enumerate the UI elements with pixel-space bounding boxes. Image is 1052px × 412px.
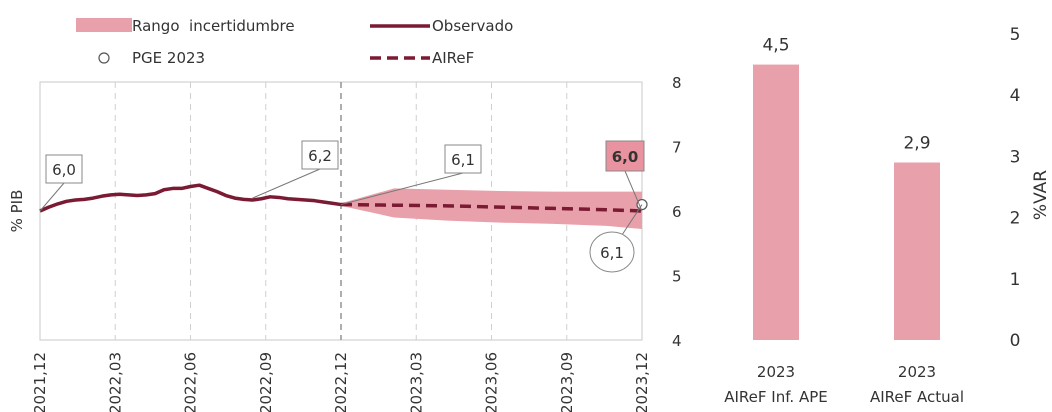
annotation-box bbox=[605, 140, 645, 172]
x-tick-label: 2023,06 bbox=[483, 352, 501, 412]
y-tick-label: 5 bbox=[672, 268, 682, 286]
x-tick-label: 2021,12 bbox=[31, 352, 49, 412]
bar-y-tick-label: 2 bbox=[1010, 209, 1021, 229]
legend-pge-marker bbox=[98, 52, 110, 64]
x-tick-label: 2023,03 bbox=[407, 352, 425, 412]
y-tick-labels: 4 5 6 7 8 bbox=[672, 74, 682, 350]
bars: 4,5 2,9 bbox=[753, 36, 940, 340]
x-tick-label: 2022,06 bbox=[182, 352, 200, 412]
annotation-leader bbox=[252, 168, 321, 199]
bar-value-label: 2,9 bbox=[903, 134, 930, 154]
bar-y-tick-label: 4 bbox=[1010, 86, 1021, 106]
annotation-label: 6,1 bbox=[451, 151, 475, 169]
annotation-label: 6,1 bbox=[600, 244, 624, 262]
annotation-leader bbox=[39, 182, 65, 212]
legend-band-label: Rango incertidumbre bbox=[132, 17, 295, 35]
bar-y-tick-label: 5 bbox=[1010, 25, 1021, 45]
bar-y-tick-labels: 0 1 2 3 4 5 bbox=[1010, 25, 1021, 351]
bar bbox=[753, 64, 799, 340]
bar-category-label: 2023 bbox=[898, 363, 936, 381]
line-chart: 2021,12 2022,03 2022,06 2022,09 2022,12 2023,… bbox=[8, 74, 682, 412]
bar-category-sublabel: AIReF Inf. APE bbox=[724, 388, 828, 406]
bar-y-tick-label: 1 bbox=[1010, 270, 1021, 290]
annotation-label: 6,0 bbox=[612, 148, 639, 166]
annotation-box bbox=[301, 140, 339, 170]
annotation-leader bbox=[340, 172, 464, 206]
bar-y-tick-label: 3 bbox=[1010, 147, 1021, 167]
bar bbox=[894, 162, 940, 340]
legend-forecast-label: AIReF bbox=[432, 49, 474, 67]
annotation-leader bbox=[619, 204, 643, 239]
y-tick-label: 7 bbox=[672, 139, 682, 157]
series-lines bbox=[39, 183, 648, 213]
x-tick-label: 2022,12 bbox=[332, 352, 350, 412]
annotation-label: 6,0 bbox=[52, 161, 76, 179]
bar-value-label: 4,5 bbox=[762, 36, 789, 56]
y-tick-label: 6 bbox=[672, 203, 682, 221]
annotation-label: 6,2 bbox=[308, 147, 332, 165]
bar-y-axis-title: %VAR bbox=[1031, 170, 1051, 220]
bar-y-tick-label: 0 bbox=[1010, 331, 1021, 351]
y-axis-title: % PIB bbox=[8, 190, 26, 233]
bar-category-sublabel: AIReF Actual bbox=[870, 388, 964, 406]
annotations: 6,0 6,2 6,1 6,0 6,1 bbox=[39, 140, 645, 273]
x-tick-label: 2023,12 bbox=[633, 352, 651, 412]
bar-category-label: 2023 bbox=[757, 363, 795, 381]
annotation-box bbox=[45, 154, 83, 184]
x-tick-label: 2022,03 bbox=[106, 352, 124, 412]
legend-band-swatch bbox=[76, 18, 132, 32]
x-tick-label: 2023,09 bbox=[558, 352, 576, 412]
bar-x-tick-labels: 2023 AIReF Inf. APE 2023 AIReF Actual bbox=[724, 363, 964, 406]
y-tick-label: 8 bbox=[672, 74, 682, 92]
legend: Rango incertidumbre Observado PGE 2023 A… bbox=[76, 17, 513, 67]
forecast-line bbox=[340, 202, 643, 213]
legend-observed-label: Observado bbox=[432, 17, 513, 35]
annotation-leader bbox=[624, 170, 643, 212]
annotation-box bbox=[444, 144, 482, 174]
x-tick-label: 2022,09 bbox=[257, 352, 275, 412]
y-tick-label: 4 bbox=[672, 332, 682, 350]
x-tick-labels: 2021,12 2022,03 2022,06 2022,09 2022,12 2023,… bbox=[31, 352, 651, 412]
uncertainty-band bbox=[341, 188, 642, 230]
observed-line bbox=[39, 183, 342, 213]
x-gridlines bbox=[114, 82, 568, 340]
annotation-ellipse bbox=[589, 231, 635, 273]
bar-chart: 4,5 2,9 0 1 2 3 4 5 2023 AIReF Inf. APE 2023 AIRe… bbox=[724, 25, 1051, 406]
legend-pge-label: PGE 2023 bbox=[132, 49, 205, 67]
uncertainty-band-area bbox=[341, 188, 642, 230]
